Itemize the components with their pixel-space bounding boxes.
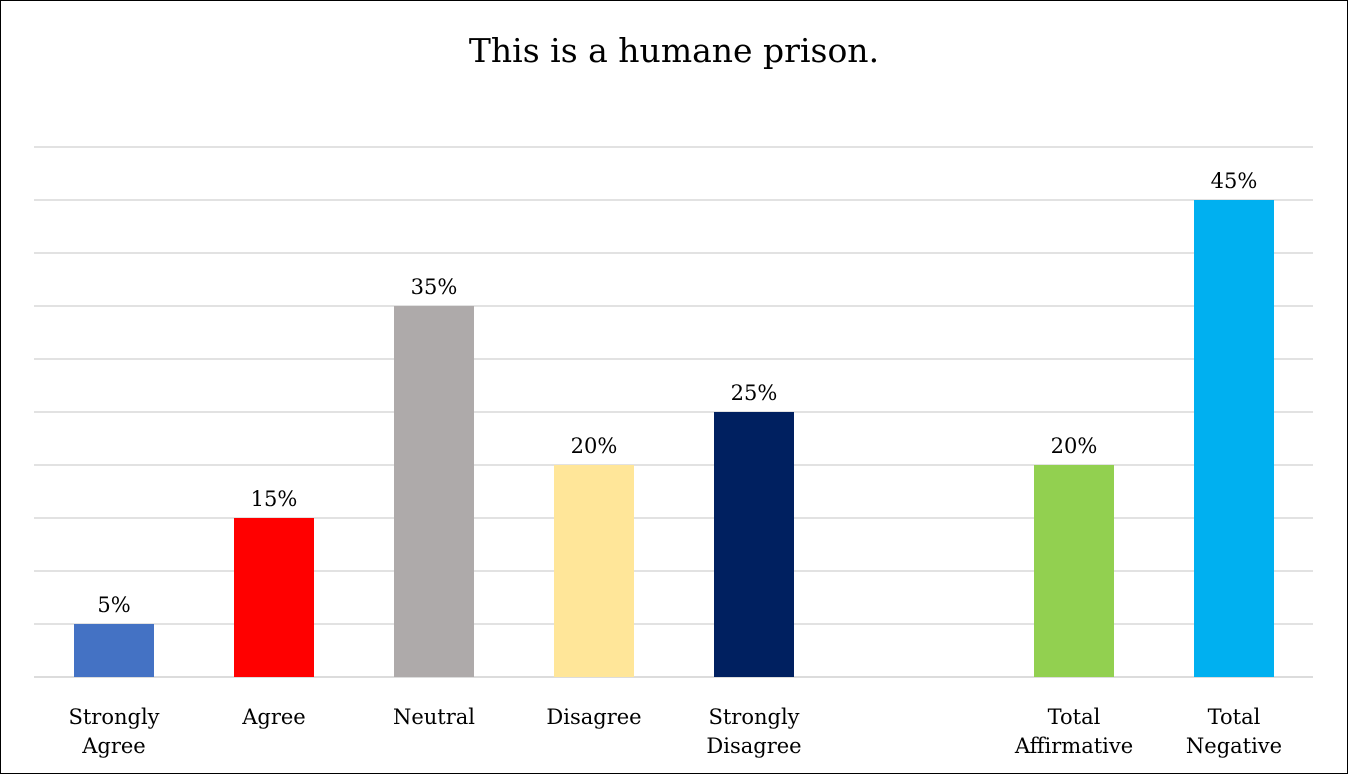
bar bbox=[74, 624, 154, 677]
data-label: 20% bbox=[1051, 434, 1098, 458]
category-label-line: Total bbox=[1208, 705, 1261, 729]
category-label-line: Disagree bbox=[706, 734, 801, 758]
data-label: 25% bbox=[731, 381, 778, 405]
category-label-line: Total bbox=[1048, 705, 1101, 729]
data-label: 5% bbox=[97, 593, 130, 617]
bar bbox=[394, 306, 474, 677]
bar bbox=[234, 518, 314, 677]
category-label: Strongly Agree bbox=[68, 705, 159, 758]
category-label-line: Negative bbox=[1186, 734, 1282, 758]
category-label: Total Negative bbox=[1186, 705, 1282, 758]
category-label-line: Strongly bbox=[708, 705, 799, 729]
bar bbox=[1034, 465, 1114, 677]
bar bbox=[554, 465, 634, 677]
chart-title: This is a humane prison. bbox=[468, 31, 880, 70]
category-label: Neutral bbox=[393, 705, 475, 729]
bar bbox=[1194, 200, 1274, 677]
category-label: Disagree bbox=[546, 705, 641, 729]
category-label: Agree bbox=[241, 705, 306, 729]
category-label-line: Strongly bbox=[68, 705, 159, 729]
data-label: 35% bbox=[411, 275, 458, 299]
category-label: Strongly Disagree bbox=[706, 705, 801, 758]
bar bbox=[714, 412, 794, 677]
data-label: 45% bbox=[1211, 169, 1258, 193]
category-label: Total Affirmative bbox=[1014, 705, 1133, 758]
category-label-line: Agree bbox=[81, 734, 146, 758]
category-label-line: Disagree bbox=[546, 705, 641, 729]
data-label: 15% bbox=[251, 487, 298, 511]
category-label-line: Agree bbox=[241, 705, 306, 729]
category-label-line: Affirmative bbox=[1014, 734, 1133, 758]
category-label-line: Neutral bbox=[393, 705, 475, 729]
data-label: 20% bbox=[571, 434, 618, 458]
